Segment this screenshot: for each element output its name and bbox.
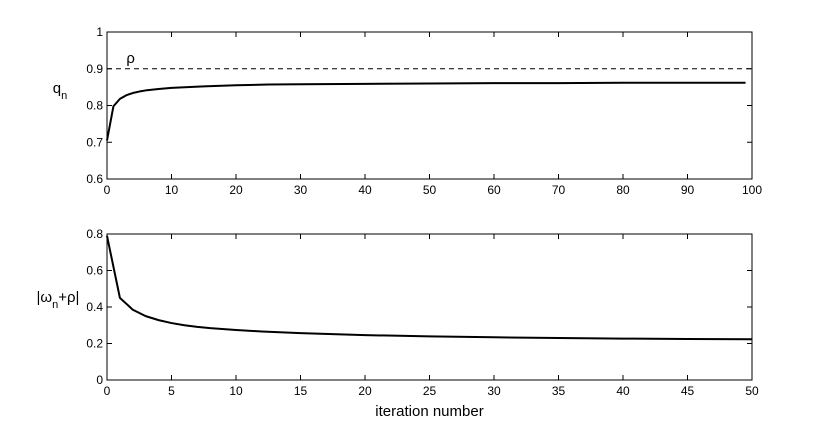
y-tick-label: 0.8	[86, 227, 103, 241]
x-tick-label: 20	[358, 384, 372, 398]
x-tick-label: 15	[294, 384, 308, 398]
y-tick-label: 0.7	[86, 135, 103, 149]
x-tick-label: 40	[616, 384, 630, 398]
series-line	[106, 235, 753, 341]
x-tick-label: 90	[681, 183, 695, 197]
x-tick-label: 5	[168, 384, 175, 398]
x-tick-label: 0	[104, 384, 111, 398]
x-tick-label: 80	[616, 183, 630, 197]
y-tick-label: 0.8	[86, 99, 103, 113]
y-axis-label: qn	[53, 80, 67, 102]
x-tick-label: 30	[487, 384, 501, 398]
x-tick-label: 70	[552, 183, 566, 197]
y-tick-label: 0.9	[86, 62, 103, 76]
x-tick-label: 20	[229, 183, 243, 197]
bottom-plot: 0 5 10 15 20 25 30 35 40 45 50 0 0.2 0.4 0.6 0.8 |ωn+ρ| i…	[37, 227, 759, 420]
x-tick-label: 0	[104, 183, 111, 197]
x-tick-label: 60	[487, 183, 501, 197]
reference-line-label: ρ	[126, 50, 135, 67]
x-tick-label: 25	[423, 384, 437, 398]
top-plot: 0 10 20 30 40 50 60 70 80 90 100 0.6 0.7 0.8 0.9 1 ρ qn	[53, 25, 763, 197]
y-tick-label: 0.2	[86, 337, 103, 351]
x-tick-label: 50	[423, 183, 437, 197]
plot-area-frame	[106, 31, 753, 180]
x-tick-label: 45	[681, 384, 695, 398]
y-tick-label: 0.4	[86, 300, 103, 314]
plot-area-frame	[106, 233, 753, 381]
y-tick-label: 0.6	[86, 172, 103, 186]
y-axis-label: |ωn+ρ|	[37, 289, 80, 311]
series-line	[106, 81, 746, 141]
x-tick-label: 100	[742, 183, 762, 197]
y-tick-label: 0.6	[86, 264, 103, 278]
y-tick-label: 1	[96, 25, 103, 39]
x-tick-label: 10	[165, 183, 179, 197]
x-tick-label: 40	[358, 183, 372, 197]
x-tick-label: 30	[294, 183, 308, 197]
x-tick-label: 50	[745, 384, 759, 398]
y-tick-label: 0	[96, 373, 103, 387]
x-axis-label: iteration number	[375, 403, 483, 420]
x-tick-label: 10	[229, 384, 243, 398]
x-tick-label: 35	[552, 384, 566, 398]
